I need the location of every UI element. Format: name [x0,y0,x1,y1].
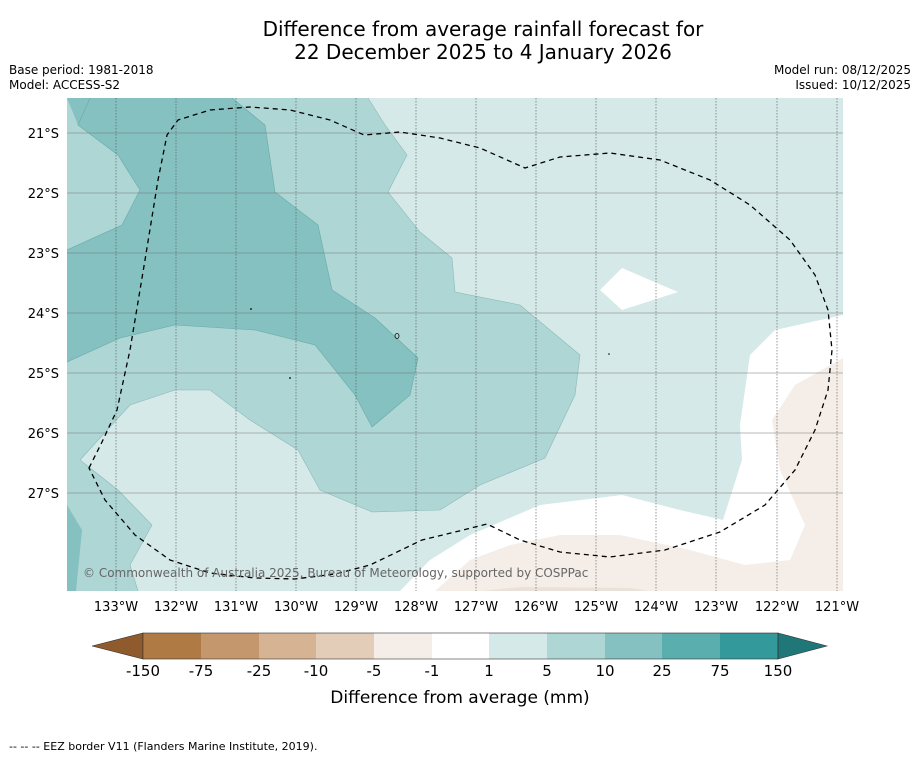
colorbar-ticks: -150 -75 -25 -10 -5 -1 1 5 10 25 75 150 [126,662,792,680]
lon-label: 124°W [634,600,678,615]
colorbar-high-extension [777,632,829,660]
lon-label: 130°W [274,600,318,615]
map-plot-area: © Commonwealth of Australia 2025, Bureau… [67,98,843,591]
colorbar-tick: -150 [126,662,160,680]
field-neg-edge [480,587,650,591]
lat-label: 27°S [28,487,59,502]
colorbar-segment [432,633,489,659]
title-line-2: 22 December 2025 to 4 January 2026 [294,40,672,64]
lat-label: 21°S [28,127,59,142]
lon-label: 122°W [755,600,799,615]
lat-label: 24°S [28,307,59,322]
colorbar-segment [720,633,778,659]
lon-label: 132°W [154,600,198,615]
map-title: Difference from average rainfall forecas… [0,18,919,64]
colorbar-tick: 150 [764,662,793,680]
graticule [115,98,838,591]
lat-label: 22°S [28,187,59,202]
colorbar [91,632,829,660]
lon-label: 121°W [815,600,859,615]
colorbar-tick: -75 [189,662,214,680]
latitude-labels: 21°S 22°S 23°S 24°S 25°S 26°S 27°S [28,127,59,502]
colorbar-segment [374,633,432,659]
eez-footnote: -- -- -- EEZ border V11 (Flanders Marine… [9,740,318,753]
lon-label: 133°W [94,600,138,615]
field-neg5-to-neg1 [435,358,843,591]
colorbar-tick: -5 [367,662,382,680]
copyright-text: © Commonwealth of Australia 2025, Bureau… [83,566,588,580]
meta-right: Model run: 08/12/2025 Issued: 10/12/2025 [774,63,911,93]
colorbar-label: Difference from average (mm) [330,688,589,708]
colorbar-segment [143,633,201,659]
colorbar-low-extension [91,632,144,660]
lon-label: 131°W [214,600,258,615]
island [608,353,610,355]
title-line-1: Difference from average rainfall forecas… [262,17,704,41]
field-10-to-25-edge [67,505,82,591]
island [250,308,252,310]
island [289,377,291,379]
lat-label: 26°S [28,427,59,442]
meta-left: Base period: 1981-2018 Model: ACCESS-S2 [9,63,154,93]
issued-date: Issued: 10/12/2025 [795,78,911,92]
colorbar-tick: 10 [595,662,614,680]
colorbar-tick: -25 [247,662,272,680]
colorbar-tick: -10 [304,662,329,680]
colorbar-segment [662,633,720,659]
lon-label: 126°W [514,600,558,615]
lon-label: 128°W [394,600,438,615]
colorbar-segment [547,633,605,659]
colorbar-segment [201,633,259,659]
lat-label: 25°S [28,367,59,382]
field-10-to-25 [67,98,418,427]
colorbar-frame [142,632,779,660]
colorbar-segment [316,633,374,659]
model-run: Model run: 08/12/2025 [773,63,911,77]
lon-label: 127°W [454,600,498,615]
colorbar-tick: 5 [542,662,552,680]
lon-label: 123°W [694,600,738,615]
colorbar-segment [489,633,547,659]
colorbar-segment [605,633,662,659]
graticule-lat [67,132,843,494]
eez-border [88,106,833,580]
colorbar-segment [259,633,316,659]
colorbar-tick: 25 [652,662,671,680]
island [394,333,400,339]
colorbar-tick: 75 [710,662,729,680]
base-period: Base period: 1981-2018 [9,63,154,77]
colorbar-tick: -1 [425,662,440,680]
model-name: Model: ACCESS-S2 [9,78,121,92]
lat-label: 23°S [28,247,59,262]
field-neutral-patch [600,268,678,310]
lon-label: 125°W [574,600,618,615]
field-neutral-southeast [400,315,843,591]
longitude-labels: 133°W 132°W 131°W 130°W 129°W 128°W 127°… [94,600,859,615]
colorbar-tick: 1 [484,662,494,680]
lon-label: 129°W [334,600,378,615]
